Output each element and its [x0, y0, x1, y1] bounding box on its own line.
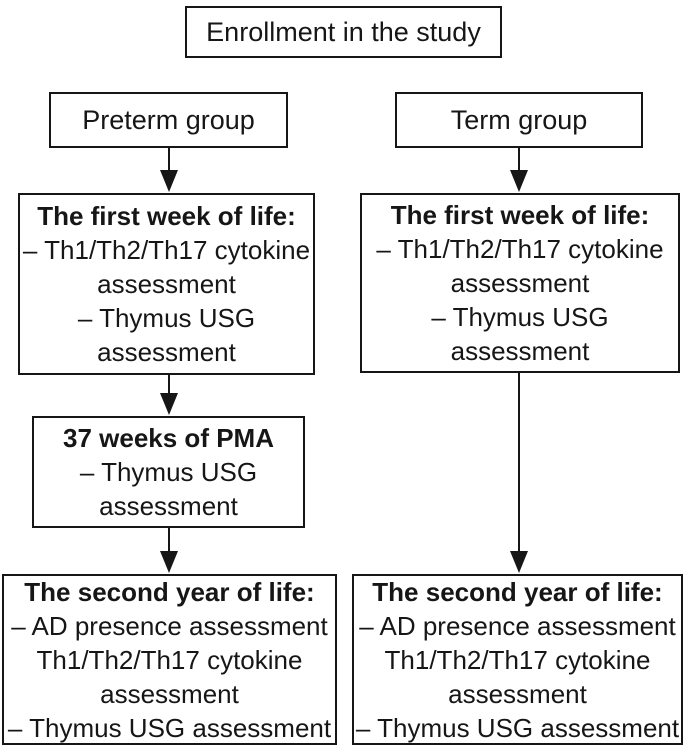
arrow-down-head-icon [160, 393, 178, 415]
box-line: – AD presence assessment [359, 610, 676, 641]
box-heading: 37 weeks of PMA [63, 423, 274, 453]
arrow-down-head-icon [510, 551, 528, 573]
box-line: assessment [450, 336, 590, 366]
box-line: – Thymus USG assessment [7, 712, 332, 743]
preterm-first-week-box: The first week of life: – Th1/Th2/Th17 c… [18, 193, 315, 375]
preterm-second-year-box: The second year of life: – AD presence a… [2, 574, 337, 745]
term-second-year-box: The second year of life: – AD presence a… [352, 574, 683, 745]
arrow-line [518, 373, 520, 553]
arrow-line [168, 528, 170, 553]
box-heading: The first week of life: [37, 201, 296, 231]
box-heading: The first week of life: [390, 200, 650, 230]
box-line: – Th1/Th2/Th17 cytokine [376, 234, 664, 264]
box-line: assessment [97, 337, 236, 367]
arrow-line [168, 148, 170, 174]
box-line: – Th1/Th2/Th17 cytokine [22, 235, 311, 265]
box-line: – Thymus USG assessment [355, 712, 680, 743]
box-line: assessment [448, 678, 587, 709]
enrollment-title-box: Enrollment in the study [185, 6, 502, 58]
arrow-down-head-icon [160, 551, 178, 573]
arrow-down-head-icon [160, 170, 178, 192]
arrow-down-head-icon [510, 170, 528, 192]
box-line: – Thymus USG [77, 303, 256, 333]
pma-37-weeks-box: 37 weeks of PMA – Thymus USG assessment [32, 416, 305, 528]
box-line: Th1/Th2/Th17 cytokine [36, 644, 303, 675]
box-heading: The second year of life: [24, 576, 315, 607]
box-line: – Thymus USG [79, 457, 258, 487]
box-line: assessment [450, 268, 590, 298]
arrow-line [168, 375, 170, 397]
box-line: – Thymus USG [431, 302, 609, 332]
box-line: assessment [99, 491, 238, 521]
box-line: assessment [97, 269, 236, 299]
box-line: assessment [100, 678, 239, 709]
arrow-line [518, 148, 520, 174]
box-line: – AD presence assessment [11, 610, 328, 641]
preterm-group-box: Preterm group [49, 92, 288, 148]
enrollment-title: Enrollment in the study [206, 17, 481, 47]
preterm-group-label: Preterm group [82, 105, 255, 135]
box-line: Th1/Th2/Th17 cytokine [384, 644, 651, 675]
term-group-box: Term group [395, 92, 643, 148]
term-group-label: Term group [450, 105, 588, 135]
term-first-week-box: The first week of life: – Th1/Th2/Th17 c… [360, 193, 680, 373]
box-heading: The second year of life: [372, 576, 663, 607]
